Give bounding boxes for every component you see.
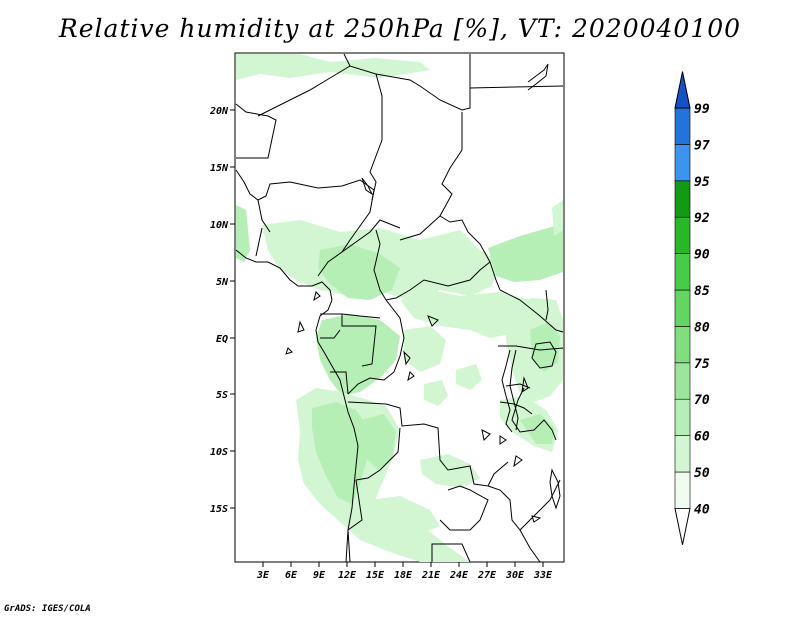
colorbar-segment-70-75 (674, 362, 691, 400)
lake-small3 (285, 347, 293, 355)
colorbar-segments (674, 71, 691, 545)
shade-mid-small1 (424, 380, 448, 406)
lon-tick-6E: 6E (285, 570, 298, 581)
shade-ne-edge (552, 200, 563, 236)
colorbar-segment-75-80 (674, 326, 691, 364)
shade-central-core (318, 244, 400, 300)
shade-angola-core (312, 402, 370, 504)
colorbar-label-95: 95 (694, 175, 710, 190)
lat-tick-EQ: EQ (216, 334, 228, 345)
lat-tick-15S: 15S (210, 504, 228, 515)
shade-congo-mid (404, 326, 446, 372)
country-borders (235, 53, 564, 563)
lake-kivu (521, 376, 529, 394)
colorbar-label-40: 40 (694, 502, 710, 517)
lon-tick-27E: 27E (477, 570, 497, 581)
shade-east-band (488, 224, 563, 282)
lon-tick-18E: 18E (394, 570, 413, 581)
shade-southwest (370, 496, 440, 534)
lake-shore-east (501, 349, 513, 433)
colorbar-segment-40-50 (674, 471, 691, 509)
credit-label: GrADS: IGES/COLA (4, 604, 91, 614)
colorbar: 40 50 60 70 75 80 85 90 92 95 97 99 (674, 71, 710, 545)
lon-tick-33E: 33E (533, 570, 553, 581)
colorbar-segment-60-70 (674, 398, 691, 436)
colorbar-label-97: 97 (694, 138, 710, 153)
lake-small1 (297, 320, 305, 333)
lake-small8 (531, 515, 542, 523)
colorbar-label-80: 80 (694, 320, 710, 335)
colorbar-label-99: 99 (694, 102, 710, 117)
lat-axis: 20N 15N 10N 5N EQ 5S 10S 15S (209, 106, 235, 515)
lat-tick-20N: 20N (209, 106, 229, 117)
coastlines (235, 63, 561, 563)
lake-small7 (513, 455, 523, 468)
lake-small4 (403, 350, 411, 366)
lon-tick-15E: 15E (366, 570, 385, 581)
colorbar-label-75: 75 (694, 357, 710, 372)
colorbar-label-85: 85 (694, 284, 710, 299)
lat-tick-5S: 5S (216, 390, 228, 401)
colorbar-segment-92-95 (674, 180, 691, 218)
lake-small5 (427, 315, 439, 327)
red-sea (527, 63, 549, 91)
lake-small2 (313, 291, 321, 302)
lat-tick-15N: 15N (210, 163, 229, 174)
lat-tick-5N: 5N (216, 277, 229, 288)
lon-tick-12E: 12E (338, 570, 357, 581)
shade-zambia-patch (420, 454, 480, 488)
colorbar-label-92: 92 (694, 211, 710, 226)
colorbar-segment-50-60 (674, 435, 691, 473)
colorbar-label-70: 70 (694, 393, 710, 408)
lake-chad (361, 177, 374, 196)
shade-angola-east (360, 414, 396, 470)
lat-tick-10S: 10S (210, 447, 228, 458)
lon-tick-21E: 21E (421, 570, 441, 581)
colorbar-above-triangle (674, 71, 691, 109)
shade-sahara-top (236, 54, 430, 80)
colorbar-segment-95-97 (674, 144, 691, 182)
lon-axis: 3E 6E 9E 12E 15E 18E 21E 24E 27E 30E 33E (256, 562, 553, 581)
lake-shore-east2 (509, 349, 519, 431)
colorbar-label-50: 50 (694, 466, 710, 481)
lon-tick-24E: 24E (449, 570, 469, 581)
colorbar-segment-80-85 (674, 289, 691, 327)
colorbar-segment-85-90 (674, 253, 691, 291)
lake-malawi (549, 468, 561, 510)
map-title: Relative humidity at 250hPa [%], VT: 202… (58, 14, 742, 43)
lake-victoria (531, 341, 557, 369)
map-panel: 20N 15N 10N 5N EQ 5S 10S 15S (209, 52, 565, 581)
lon-tick-3E: 3E (256, 570, 270, 581)
colorbar-segment-97-99 (674, 107, 691, 145)
lon-tick-9E: 9E (313, 570, 326, 581)
colorbar-label-90: 90 (694, 248, 710, 263)
shade-congo-north (400, 290, 540, 338)
colorbar-labels: 40 50 60 70 75 80 85 90 92 95 97 99 (694, 102, 710, 517)
shade-westcoast-strip (236, 205, 250, 262)
humidity-shading (236, 54, 563, 562)
lake-small6 (481, 429, 491, 442)
colorbar-label-60: 60 (694, 430, 710, 445)
colorbar-segment-90-92 (674, 216, 691, 254)
lake-small10 (407, 371, 415, 382)
lon-tick-30E: 30E (505, 570, 525, 581)
colorbar-below-triangle (674, 507, 691, 545)
shade-east-lakes-core (530, 322, 560, 372)
shade-mid-small2 (456, 364, 482, 390)
lat-tick-10N: 10N (210, 220, 229, 231)
lake-small9 (499, 435, 507, 445)
